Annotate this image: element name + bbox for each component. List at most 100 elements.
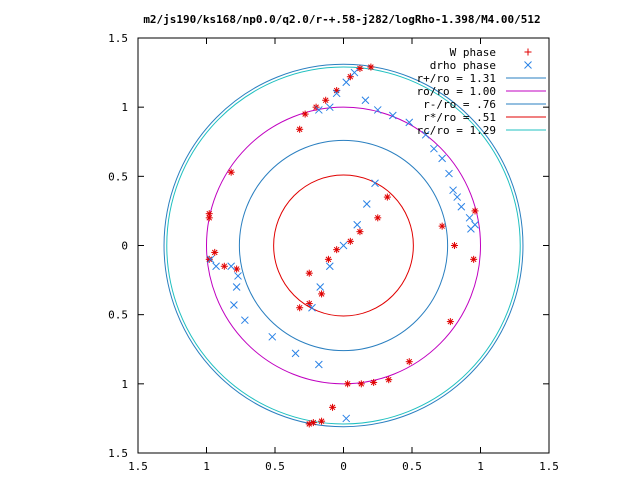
marker-stroke [362,200,371,208]
marker-stroke [370,379,377,386]
marker-stroke [406,358,413,365]
data-point [421,130,430,139]
data-point [241,316,249,325]
legend-label: drho phase [430,59,496,72]
data-point [305,300,313,308]
marker-stroke [384,194,391,200]
legend-label: ro/ro = 1.00 [417,85,496,98]
data-point [230,301,238,309]
marker-stroke [302,111,308,117]
data-point [268,332,277,341]
data-point [346,237,354,245]
marker-stroke [308,303,316,312]
marker-stroke [385,376,392,383]
legend-label: W phase [450,46,496,59]
data-point [206,255,215,264]
marker-stroke [234,272,242,280]
y-tick-label: 1 [121,378,128,391]
circle-curve [206,106,481,385]
data-point [314,360,323,369]
data-point [205,210,213,218]
data-point [332,89,341,98]
y-tick-label: 1 [121,101,128,114]
marker-stroke [318,291,325,297]
data-markers [205,63,479,428]
data-point [324,255,332,263]
marker-stroke [332,89,341,98]
data-point [362,200,371,208]
data-point [342,78,351,87]
reference-circles [163,63,524,428]
marker-stroke [333,246,340,253]
data-point [367,63,375,71]
data-point [308,303,316,312]
marker-stroke [325,256,332,263]
y-tick-label: 1.5 [108,32,128,45]
data-point [325,262,334,271]
marker-stroke [347,238,354,245]
legend-marker [524,48,532,56]
data-point [233,265,241,273]
data-point [329,403,337,411]
circle-curve [163,63,524,428]
data-point [296,304,304,312]
data-point [301,110,309,118]
data-point [446,318,454,326]
marker-stroke [268,332,277,341]
data-point [316,283,325,291]
circle-curve [166,66,521,425]
data-point [205,214,213,222]
data-point [356,228,364,236]
marker-stroke [314,360,323,369]
marker-stroke [339,241,348,250]
legend-marker [524,61,532,69]
y-tick-label: 1.5 [108,447,128,460]
marker-stroke [445,169,453,178]
marker-stroke [353,220,362,229]
data-point [445,169,453,178]
legend-label: r+/ro = 1.31 [417,72,496,85]
marker-stroke [221,263,228,270]
marker-stroke [230,301,238,309]
data-point [374,214,382,222]
x-tick-label: 1.5 [539,460,559,473]
data-point [296,125,304,133]
data-point [322,96,330,104]
data-point [232,283,241,291]
data-point [471,207,479,215]
data-point [370,378,378,386]
legend-label: rc/ro = 1.29 [417,124,496,137]
data-point [212,262,220,271]
data-point [357,380,365,388]
marker-stroke [325,262,334,271]
data-point [291,349,300,358]
data-point [373,106,382,114]
data-point [465,213,474,222]
marker-stroke [388,111,397,120]
marker-stroke [318,418,325,424]
data-point [353,220,362,229]
marker-stroke [453,193,462,201]
data-point [227,168,235,176]
marker-stroke [325,103,334,112]
data-point [385,376,393,384]
marker-stroke [232,283,241,291]
data-point [449,186,457,195]
y-tick-label: 0.5 [108,170,128,183]
marker-stroke [447,318,454,325]
data-point [318,417,326,425]
data-point [388,111,397,120]
y-tick-label: 0.5 [108,309,128,322]
marker-stroke [206,210,213,217]
marker-stroke [524,61,532,69]
marker-stroke [438,154,446,163]
data-point [350,68,359,77]
data-point [438,154,446,163]
marker-stroke [206,255,215,264]
marker-stroke [296,126,303,133]
marker-stroke [322,97,329,104]
marker-stroke [357,65,363,72]
marker-stroke [306,421,313,427]
data-point [318,290,326,298]
